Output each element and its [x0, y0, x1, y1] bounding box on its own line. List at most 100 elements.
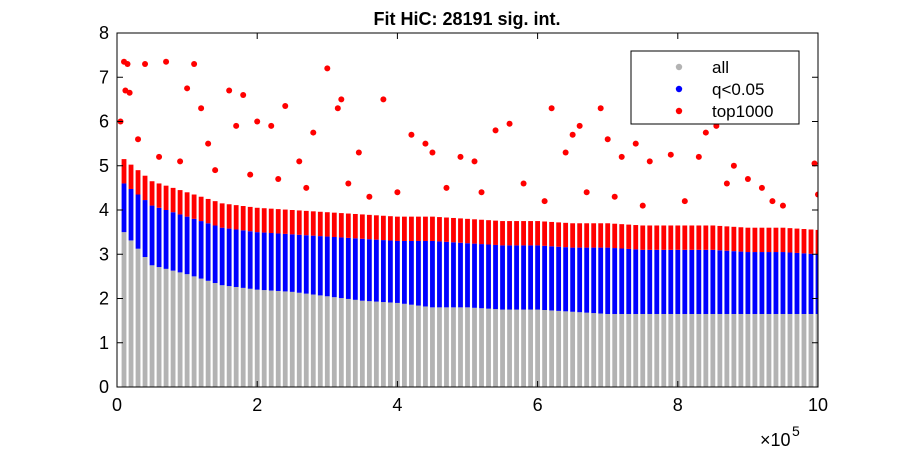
- band-top1000: [605, 223, 611, 248]
- band-top1000: [633, 225, 639, 250]
- band-all: [135, 248, 141, 387]
- point-top1000: [506, 120, 513, 127]
- band-q: [584, 247, 590, 313]
- band-q: [661, 249, 667, 314]
- band-q: [212, 225, 218, 284]
- band-all: [282, 291, 288, 387]
- point-top1000: [282, 103, 289, 110]
- band-all: [619, 313, 625, 387]
- band-q: [801, 253, 807, 314]
- band-all: [261, 290, 267, 387]
- point-top1000: [212, 167, 219, 174]
- point-top1000: [639, 202, 646, 209]
- band-q: [528, 245, 533, 310]
- band-q: [149, 205, 155, 266]
- point-top1000: [723, 180, 730, 187]
- legend-label-q: q<0.05: [712, 80, 764, 99]
- band-q: [696, 249, 702, 314]
- band-q: [121, 183, 127, 233]
- point-top1000: [177, 158, 184, 165]
- band-q: [710, 249, 716, 314]
- band-q: [542, 245, 548, 311]
- band-top1000: [703, 225, 709, 250]
- point-top1000: [769, 198, 776, 205]
- point-top1000: [569, 131, 576, 138]
- band-all: [528, 309, 533, 387]
- band-top1000: [240, 206, 246, 231]
- band-q: [135, 194, 141, 249]
- band-q: [303, 235, 309, 294]
- band-top1000: [528, 221, 533, 246]
- point-top1000: [233, 122, 240, 129]
- band-q: [366, 239, 372, 302]
- x-multiplier: ×10 5: [760, 423, 800, 450]
- point-top1000: [815, 191, 818, 198]
- band-q: [472, 243, 477, 308]
- band-all: [366, 301, 372, 387]
- x-tick-label: 2: [252, 395, 262, 415]
- band-top1000: [444, 217, 449, 242]
- band-top1000: [745, 227, 751, 253]
- point-top1000: [604, 136, 611, 143]
- band-q: [380, 240, 386, 303]
- point-top1000: [254, 118, 261, 125]
- band-top1000: [317, 211, 323, 237]
- band-all: [240, 287, 246, 387]
- band-all: [787, 313, 793, 387]
- band-top1000: [472, 219, 477, 244]
- band-top1000: [387, 216, 393, 241]
- band-top1000: [331, 212, 337, 237]
- y-tick-label: 8: [99, 23, 109, 43]
- band-top1000: [128, 164, 134, 189]
- band-top1000: [296, 210, 302, 235]
- band-all: [591, 313, 597, 387]
- band-top1000: [661, 225, 667, 250]
- band-top1000: [815, 229, 818, 255]
- band-q: [423, 240, 428, 307]
- x-axis: 0 2 4 6 8 10: [112, 33, 828, 415]
- band-all: [212, 283, 218, 387]
- band-q: [745, 252, 751, 314]
- band-top1000: [373, 215, 379, 240]
- band-all: [303, 293, 309, 387]
- point-top1000: [156, 153, 163, 160]
- band-q: [591, 247, 597, 314]
- band-q: [296, 234, 302, 293]
- band-q: [633, 249, 639, 314]
- band-all: [493, 309, 498, 387]
- band-q: [668, 249, 674, 314]
- band-q: [142, 200, 148, 258]
- band-q: [233, 229, 239, 287]
- band-top1000: [261, 208, 267, 233]
- band-q: [759, 252, 765, 314]
- band-top1000: [170, 187, 176, 213]
- point-top1000: [478, 189, 485, 196]
- band-all: [163, 268, 169, 387]
- y-tick-label: 1: [99, 333, 109, 353]
- band-all: [479, 308, 484, 387]
- band-all: [696, 313, 702, 387]
- band-all: [717, 313, 723, 387]
- band-top1000: [275, 209, 281, 234]
- band-all: [191, 276, 197, 387]
- band-all: [289, 291, 295, 387]
- band-top1000: [535, 221, 541, 246]
- band-top1000: [598, 223, 604, 248]
- band-top1000: [451, 217, 456, 243]
- band-all: [128, 240, 134, 387]
- band-all: [815, 313, 818, 387]
- band-q: [605, 247, 611, 314]
- point-top1000: [667, 151, 674, 158]
- band-top1000: [458, 218, 463, 243]
- x-tick-label: 6: [533, 395, 543, 415]
- band-top1000: [310, 211, 316, 236]
- band-all: [296, 292, 302, 387]
- band-q: [268, 233, 274, 291]
- x-tick-label: 10: [808, 395, 828, 415]
- band-top1000: [759, 227, 765, 253]
- band-all: [598, 313, 604, 387]
- band-top1000: [219, 203, 225, 228]
- chart-title: Fit HiC: 28191 sig. int.: [373, 9, 560, 29]
- band-q: [731, 251, 737, 314]
- point-top1000: [618, 153, 625, 160]
